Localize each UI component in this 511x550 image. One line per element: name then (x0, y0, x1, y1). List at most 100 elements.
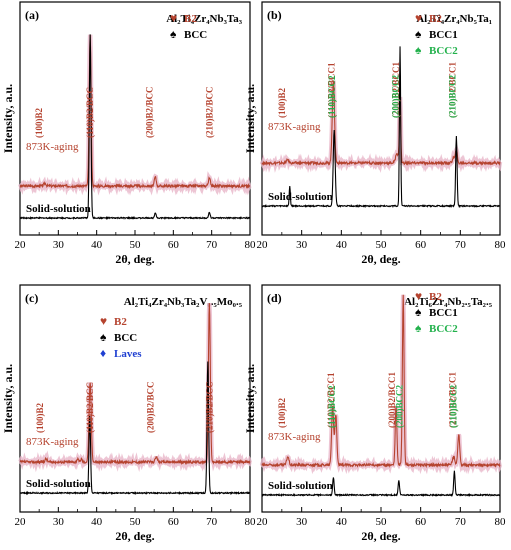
peak-annotation: (210)B2/BCC1 (447, 62, 457, 118)
legend-marker: ♥ (415, 11, 422, 25)
peak-annotation: (200)B2/BCC (145, 382, 155, 434)
legend-label: Laves (114, 348, 142, 360)
x-tick-label: 80 (495, 239, 507, 251)
panel-d: 20 30 40 50 60 70 80 2θ, deg. Intensity, a.u. (d)… (243, 284, 507, 543)
legend-marker: ♥ (170, 11, 177, 25)
legend-marker: ♠ (415, 43, 422, 57)
x-tick-label: 30 (296, 239, 308, 251)
x-tick-label: 80 (245, 516, 257, 528)
x-tick-label: 70 (206, 516, 218, 528)
legend-label: BCC (184, 29, 207, 41)
x-tick-label: 60 (415, 239, 427, 251)
peak-annotation: (200)B2/BCC1 (387, 372, 397, 428)
panel-label: (a) (25, 8, 39, 22)
x-tick-label: 50 (376, 516, 388, 528)
peak-annotation: (210)BCC2 (449, 385, 459, 428)
x-tick-label: 40 (91, 239, 103, 251)
x-tick-label: 60 (168, 239, 180, 251)
series-label: 873K-aging (268, 121, 321, 133)
series-label: Solid-solution (268, 480, 333, 492)
panel-label: (d) (267, 291, 282, 305)
series-label: 873K-aging (268, 431, 321, 443)
legend-label: B2 (429, 291, 442, 303)
peak-annotation: (110)B2/BCC1 (326, 62, 336, 118)
peak-annotation: (110)B2/BCC1 (326, 372, 336, 428)
panel-label: (c) (25, 291, 38, 305)
peak-annotation: (100)B2 (34, 108, 44, 138)
legend-label: BCC1 (429, 307, 458, 319)
legend-label: BCC (114, 332, 137, 344)
x-tick-label: 20 (15, 239, 27, 251)
legend-label: B2 (184, 13, 197, 25)
x-tick-label: 60 (415, 516, 427, 528)
x-tick-label: 70 (455, 516, 467, 528)
peak-annotation: (210)BCC2 (448, 75, 458, 118)
legend-marker: ♠ (415, 305, 422, 319)
legend-label: BCC2 (429, 323, 458, 335)
y-axis-label: Intensity, a.u. (243, 84, 257, 153)
series-line (261, 294, 501, 469)
composition-title: Al₂Ti₄Zr₄Nb₅Ta₁ (416, 13, 492, 25)
peak-annotation: (110)BCC2 (327, 75, 337, 118)
peak-annotation: (200)B2/BCC (144, 87, 154, 139)
y-axis-label: Intensity, a.u. (243, 364, 257, 433)
legend-marker: ♦ (100, 346, 106, 360)
legend-marker: ♥ (415, 289, 422, 303)
x-axis-label: 2θ, deg. (115, 252, 154, 266)
panel-b: 20 30 40 50 60 70 80 2θ, deg. Intensity, a.u. (b)… (243, 1, 507, 266)
series-line (19, 361, 251, 496)
plot-frame (261, 284, 501, 513)
peak-annotation: (110)BCC2 (327, 385, 337, 428)
legend-marker: ♠ (170, 27, 177, 41)
legend-label: B2 (429, 13, 442, 25)
x-tick-label: 40 (336, 239, 348, 251)
x-tick-label: 20 (257, 516, 269, 528)
peak-annotation: (110)B2/BCC (85, 87, 95, 138)
series-label: 873K-aging (26, 436, 79, 448)
legend-marker: ♠ (100, 330, 107, 344)
legend-label: BCC1 (429, 29, 458, 41)
series-line (261, 470, 501, 498)
series-label: Solid-solution (268, 191, 333, 203)
series-glow (18, 34, 252, 196)
x-tick-label: 40 (91, 516, 103, 528)
x-axis-label: 2θ, deg. (361, 529, 400, 543)
x-tick-label: 50 (376, 239, 388, 251)
panel-c: 20 30 40 50 60 70 80 2θ, deg. Intensity, a.u. (c)… (1, 284, 257, 543)
series-line (19, 34, 251, 190)
legend-marker: ♠ (415, 321, 422, 335)
x-tick-label: 50 (130, 239, 142, 251)
x-tick-label: 40 (336, 516, 348, 528)
y-axis-label: Intensity, a.u. (1, 364, 15, 433)
legend-label: B2 (114, 316, 127, 328)
series-line (19, 303, 251, 466)
panel-label: (b) (267, 8, 282, 22)
series-line (261, 46, 501, 209)
legend-label: BCC2 (429, 45, 458, 57)
series-label: Solid-solution (26, 478, 91, 490)
x-axis-label: 2θ, deg. (115, 529, 154, 543)
peak-annotation: (200)BCC2 (395, 385, 405, 428)
composition-title: Al₂Ti₄Zr₄Nb₃Ta₂V₀.₅Mo₀.₅ (124, 296, 243, 308)
legend-marker: ♠ (415, 27, 422, 41)
peak-annotation: (210)B2/BCC (204, 87, 214, 139)
peak-annotation: (200)BCC2 (391, 75, 401, 118)
peak-annotation: (100)B2 (35, 403, 45, 433)
series-line (261, 80, 501, 167)
x-tick-label: 70 (206, 239, 218, 251)
x-tick-label: 80 (495, 516, 507, 528)
x-axis-label: 2θ, deg. (361, 252, 400, 266)
peak-annotation: (200)B2/BCC1 (391, 62, 401, 118)
x-tick-label: 50 (130, 516, 142, 528)
x-tick-label: 30 (53, 239, 65, 251)
peak-annotation: (110)B2/BCC (85, 382, 95, 433)
peak-annotation: (100)B2 (277, 88, 287, 118)
series-line (19, 34, 251, 221)
panel-a: 20 30 40 50 60 70 80 2θ, deg. Intensity, a.u. (a)… (1, 1, 257, 266)
x-tick-label: 80 (245, 239, 257, 251)
peak-annotation: (100)B2 (277, 398, 287, 428)
series-label: Solid-solution (26, 203, 91, 215)
x-tick-label: 20 (257, 239, 269, 251)
composition-title: Al₂Ti₆Zr₄Nb₂.₅Ta₂.₅ (404, 296, 493, 308)
